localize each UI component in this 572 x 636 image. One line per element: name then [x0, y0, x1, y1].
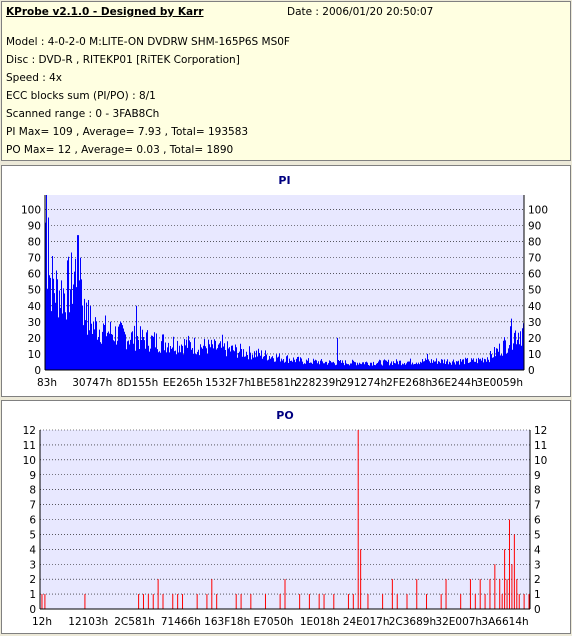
x-tick-label: 163F18h: [204, 616, 250, 628]
x-tick-label: 1BE581h: [250, 377, 297, 389]
y-tick-label-right: 2: [534, 574, 541, 586]
y-tick-label-left: 1: [29, 589, 36, 601]
y-tick-label-left: 40: [28, 301, 41, 313]
x-tick-label: 3A6614h: [481, 616, 528, 628]
x-tick-label: 3E0059h: [476, 377, 523, 389]
x-tick-label: 1532F7h: [205, 377, 251, 389]
y-tick-label-right: 0: [534, 604, 541, 616]
y-tick-label-right: 90: [528, 221, 541, 233]
y-tick-label-right: 5: [534, 529, 541, 541]
ecc-info: ECC blocks sum (PI/PO) : 8/1: [6, 90, 156, 102]
po-chart-panel: PO 0 0 1 1 2 2 3 3 4 4 5 5 6 6 7 7 8 8 9 9 10 10 11 11 12 12 12h 121…: [1, 400, 571, 634]
chart-title: PO: [276, 409, 293, 422]
y-tick-label-left: 30: [28, 317, 41, 329]
y-tick-label-left: 8: [29, 485, 36, 497]
y-tick-label-right: 80: [528, 237, 541, 249]
y-tick-label-right: 10: [534, 455, 547, 467]
y-tick-label-left: 11: [23, 440, 36, 452]
y-tick-label-right: 7: [534, 500, 541, 512]
pi-chart: PI 0 0 10 10 20 20 30 30 40 40 50 50 60 60 70 70 80 80 90 90…: [21, 174, 548, 389]
y-tick-label-left: 60: [28, 269, 41, 281]
y-tick-label-left: 2: [29, 574, 36, 586]
y-tick-label-right: 30: [528, 317, 541, 329]
x-tick-label: 24E017h: [343, 616, 390, 628]
x-tick-label: 32E007h: [435, 616, 482, 628]
x-tick-label: 71466h: [161, 616, 201, 628]
y-tick-label-left: 0: [34, 365, 41, 377]
chart-title: PI: [278, 174, 290, 187]
x-tick-label: 2FE268h: [386, 377, 432, 389]
y-tick-label-right: 9: [534, 470, 541, 482]
info-panel: KProbe v2.1.0 - Designed by Karr Date : …: [1, 1, 571, 161]
y-tick-label-right: 0: [528, 365, 535, 377]
y-tick-label-right: 11: [534, 440, 547, 452]
x-tick-label: 1E018h: [300, 616, 340, 628]
x-tick-label: EE265h: [163, 377, 203, 389]
range-info: Scanned range : 0 - 3FAB8Ch: [6, 108, 160, 120]
y-tick-label-left: 7: [29, 500, 36, 512]
x-tick-label: 36E244h: [431, 377, 478, 389]
y-tick-label-right: 8: [534, 485, 541, 497]
y-tick-label-right: 50: [528, 285, 541, 297]
y-tick-label-right: 12: [534, 425, 547, 437]
y-tick-label-right: 6: [534, 515, 541, 527]
x-tick-label: 12h: [32, 616, 52, 628]
app-title: KProbe v2.1.0 - Designed by Karr: [6, 6, 204, 18]
y-tick-label-left: 9: [29, 470, 36, 482]
y-tick-label-left: 4: [29, 544, 36, 556]
scan-date: Date : 2006/01/20 20:50:07: [287, 6, 434, 18]
pi-chart-panel: PI 0 0 10 10 20 20 30 30 40 40 50 50 60 60 70 70 80 80 90 90…: [1, 165, 571, 397]
y-tick-label-left: 80: [28, 237, 41, 249]
x-tick-label: 8D155h: [117, 377, 158, 389]
x-tick-label: 2C581h: [114, 616, 155, 628]
x-tick-label: 2C3689h: [389, 616, 436, 628]
x-tick-label: 30747h: [72, 377, 112, 389]
y-tick-label-right: 60: [528, 269, 541, 281]
y-tick-label-left: 20: [28, 333, 41, 345]
y-tick-label-left: 10: [28, 349, 41, 361]
y-tick-label-right: 100: [528, 204, 548, 216]
y-tick-label-left: 5: [29, 529, 36, 541]
x-tick-label: E7050h: [254, 616, 294, 628]
y-tick-label-right: 40: [528, 301, 541, 313]
y-tick-label-left: 3: [29, 559, 36, 571]
y-tick-label-left: 90: [28, 221, 41, 233]
y-tick-label-right: 3: [534, 559, 541, 571]
x-tick-label: 83h: [37, 377, 57, 389]
plot-area: [45, 195, 524, 370]
y-tick-label-left: 50: [28, 285, 41, 297]
x-tick-label: 291274h: [340, 377, 387, 389]
disc-info: Disc : DVD-R , RITEKP01 [RiTEK Corporati…: [6, 54, 240, 66]
drive-model: Model : 4-0-2-0 M:LITE-ON DVDRW SHM-165P…: [6, 36, 290, 48]
po-stats: PO Max= 12 , Average= 0.03 , Total= 1890: [6, 144, 234, 156]
y-tick-label-right: 10: [528, 349, 541, 361]
y-tick-label-left: 0: [29, 604, 36, 616]
y-tick-label-left: 100: [21, 204, 41, 216]
pi-stats: PI Max= 109 , Average= 7.93 , Total= 193…: [6, 126, 249, 138]
speed-info: Speed : 4x: [6, 72, 63, 84]
y-tick-label-right: 70: [528, 253, 541, 265]
y-tick-label-right: 1: [534, 589, 541, 601]
y-tick-label-right: 4: [534, 544, 541, 556]
x-tick-label: 228239h: [295, 377, 342, 389]
y-tick-label-left: 6: [29, 515, 36, 527]
x-tick-label: 12103h: [68, 616, 108, 628]
y-tick-label-left: 12: [23, 425, 36, 437]
y-tick-label-left: 70: [28, 253, 41, 265]
y-tick-label-right: 20: [528, 333, 541, 345]
y-tick-label-left: 10: [23, 455, 36, 467]
